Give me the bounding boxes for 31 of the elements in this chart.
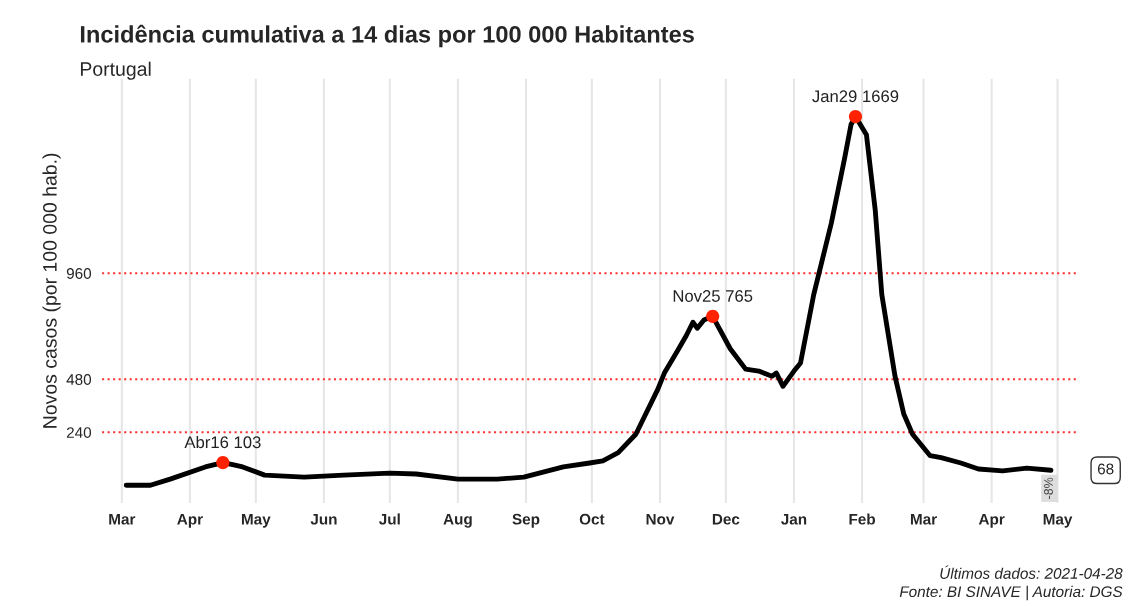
- x-tick-label: Jul: [379, 513, 400, 525]
- data-label: Jan29 1669: [812, 90, 899, 103]
- annotation: -8%: [1044, 477, 1053, 499]
- x-tick-label: Dec: [712, 513, 740, 525]
- point: [848, 109, 863, 124]
- chart-title: Incidência cumulativa a 14 dias por 100 000 Habitantes: [80, 24, 694, 48]
- data-label: Nov25 765: [673, 290, 753, 302]
- x-tick-label: Jun: [310, 513, 337, 525]
- point: [216, 455, 230, 470]
- x-tick-label: Apr: [978, 513, 1005, 528]
- x-tick-label: Jan: [781, 513, 807, 525]
- x-tick-label: Mar: [910, 513, 937, 525]
- x-tick-label: Oct: [579, 513, 605, 525]
- x-tick-label: Mar: [109, 513, 136, 525]
- point: [706, 309, 720, 323]
- x-tick-label: Nov: [646, 513, 675, 525]
- y-tick-label: 240: [66, 427, 92, 438]
- data-label: Abr16 103: [184, 435, 261, 449]
- x-tick-label: May: [1043, 513, 1073, 528]
- x-tick-label: Sep: [512, 513, 540, 528]
- x-tick-label: Aug: [443, 513, 472, 528]
- y-tick-label: 480: [66, 374, 92, 385]
- text: Últimos dados: 2021-04-28: [940, 565, 1123, 579]
- x-tick-label: May: [241, 513, 271, 528]
- chart-subtitle: Portugal: [80, 61, 151, 80]
- y-axis-title: Novos casos (por 100 000 hab.): [42, 153, 61, 428]
- source-note: Fonte: BI SINAVE | Autoria: DGS: [899, 585, 1123, 601]
- y-tick-label: 960: [66, 268, 92, 279]
- text: 68: [1097, 463, 1114, 475]
- x-tick-label: Apr: [177, 513, 203, 528]
- x-tick-label: Feb: [849, 513, 875, 525]
